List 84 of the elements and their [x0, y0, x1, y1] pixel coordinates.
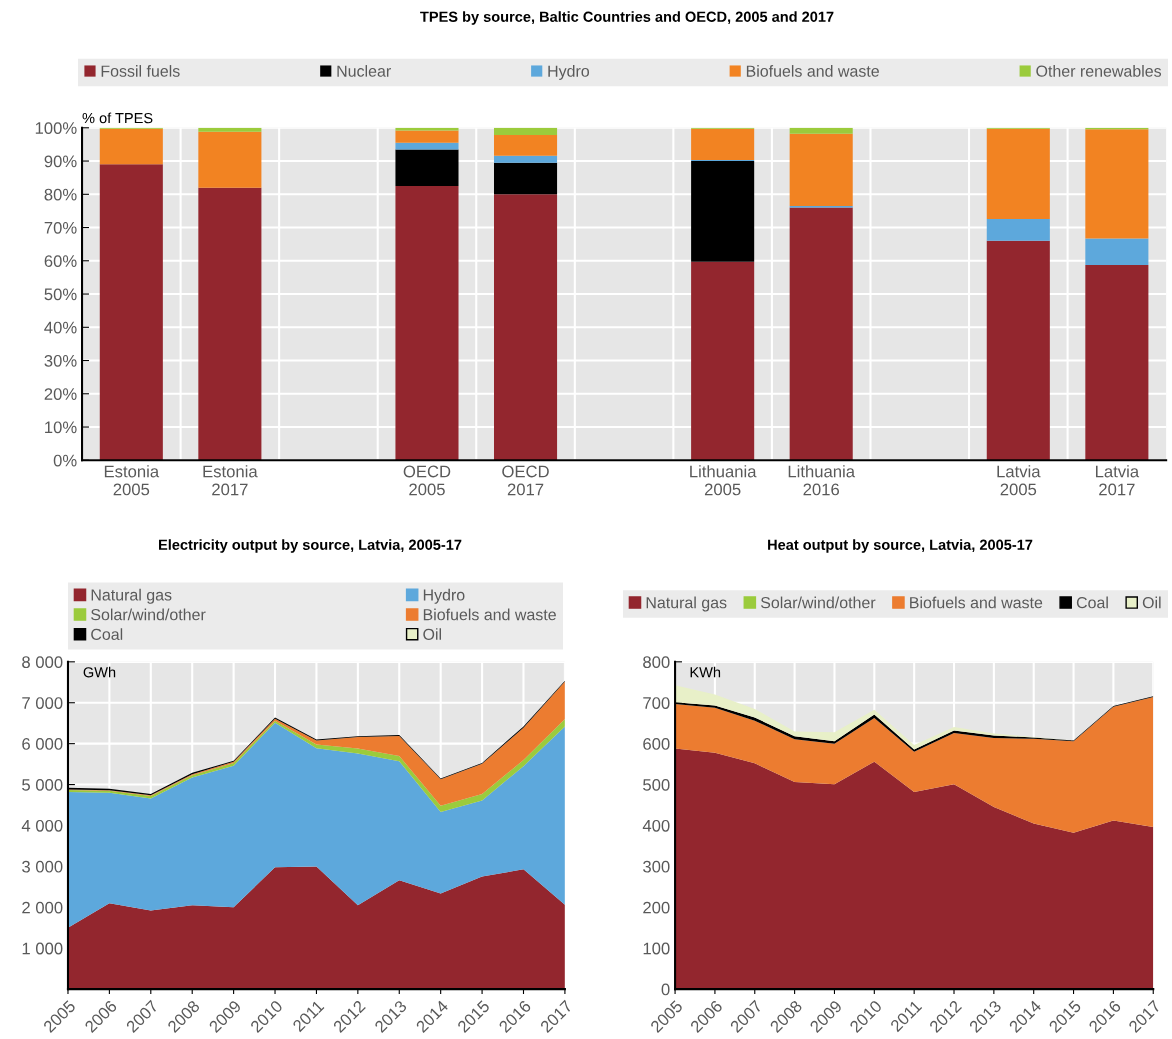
- y-tick-label: 50%: [44, 288, 77, 301]
- y-tick-label: 600: [643, 738, 670, 750]
- bar: [986, 128, 1050, 219]
- legend-label: Natural gas: [646, 596, 727, 612]
- y-tick-label: 3 000: [22, 860, 63, 873]
- x-tick-label: Lithuania 2005: [690, 465, 757, 496]
- legend-label: Nuclear: [337, 65, 391, 77]
- bar: [1085, 129, 1149, 239]
- y-axis-title: % of TPES: [82, 112, 153, 124]
- x-tick-label: Estonia 2017: [203, 465, 258, 496]
- x-tick-label: Latvia 2005: [997, 465, 1041, 496]
- bar: [986, 218, 1050, 241]
- bar: [99, 128, 163, 165]
- y-tick-label: 800: [643, 656, 670, 669]
- legend-label: Biofuels and waste: [423, 608, 556, 621]
- bar: [198, 131, 262, 188]
- y-tick-label: 2 000: [22, 901, 63, 914]
- y-axis-title: GWh: [83, 666, 116, 678]
- bar: [494, 162, 558, 195]
- legend-label: Oil: [423, 628, 441, 640]
- bar: [986, 240, 1050, 461]
- legend-label: Hydro: [423, 588, 465, 604]
- chart-title: Heat output by source, Latvia, 2005-17: [768, 539, 1033, 553]
- y-tick-label: 6 000: [22, 738, 63, 750]
- legend-label: Fossil fuels: [101, 65, 180, 77]
- y-tick-label: 700: [643, 697, 670, 709]
- legend-label: Solar/wind/other: [760, 596, 876, 609]
- y-tick-label: 20%: [44, 388, 77, 400]
- bar: [1085, 265, 1149, 461]
- legend-label: Oil: [1142, 596, 1161, 609]
- y-tick-label: 40%: [44, 321, 77, 334]
- bar: [494, 127, 558, 136]
- legend-label: Other renewables: [1036, 65, 1162, 77]
- bar: [691, 128, 755, 161]
- bar: [198, 127, 262, 132]
- bar: [395, 142, 459, 150]
- chart-title: Electricity output by source, Latvia, 2005-17: [159, 539, 462, 553]
- chart-title: TPES by source, Baltic Countries and OECD, 2005 and 2017: [420, 11, 834, 25]
- bar: [789, 127, 853, 134]
- x-tick-label: OECD 2005: [403, 465, 451, 496]
- y-tick-label: 400: [642, 819, 670, 832]
- legend-label: Biofuels and waste: [746, 65, 879, 77]
- x-tick-label: Estonia 2005: [104, 465, 160, 496]
- y-tick-label: 30%: [44, 354, 77, 367]
- y-tick-label: 100%: [35, 122, 77, 134]
- bar: [395, 130, 459, 143]
- bar: [494, 155, 558, 163]
- y-tick-label: 0%: [53, 454, 77, 467]
- legend-label: Biofuels and waste: [910, 596, 1043, 609]
- bar: [691, 261, 755, 461]
- legend-label: Coal: [1076, 596, 1108, 609]
- bar: [789, 133, 853, 206]
- bar: [494, 194, 558, 461]
- bar: [395, 185, 459, 461]
- bar: [198, 187, 262, 461]
- y-tick-label: 8 000: [22, 656, 63, 669]
- y-tick-label: 10%: [45, 421, 77, 434]
- bar: [1085, 238, 1149, 266]
- y-tick-label: 5 000: [22, 778, 63, 791]
- y-axis-title: KWh: [690, 666, 721, 678]
- y-tick-label: 7 000: [22, 697, 63, 709]
- x-tick-label: OECD 2017: [502, 465, 549, 496]
- legend-label: Solar/wind/other: [91, 608, 206, 621]
- y-tick-label: 200: [643, 901, 670, 914]
- y-tick-label: 70%: [44, 221, 77, 234]
- y-tick-label: 4 000: [21, 819, 63, 832]
- y-tick-label: 0: [661, 983, 670, 996]
- bar: [494, 135, 558, 156]
- y-tick-label: 300: [643, 860, 670, 873]
- y-tick-label: 60%: [44, 255, 77, 267]
- y-tick-label: 100: [643, 942, 670, 955]
- bar: [691, 161, 755, 262]
- x-tick-label: Lithuania 2016: [788, 465, 856, 496]
- bar: [395, 149, 459, 186]
- y-tick-label: 90%: [44, 155, 77, 168]
- x-tick-label: Latvia 2017: [1095, 465, 1140, 496]
- legend-label: Coal: [91, 628, 123, 640]
- y-tick-label: 80%: [44, 188, 77, 201]
- y-tick-label: 500: [643, 778, 670, 791]
- y-tick-label: 1 000: [22, 942, 63, 955]
- legend-label: Hydro: [548, 65, 590, 80]
- legend-label: Natural gas: [91, 588, 172, 604]
- bar: [789, 207, 853, 461]
- bar: [99, 164, 163, 461]
